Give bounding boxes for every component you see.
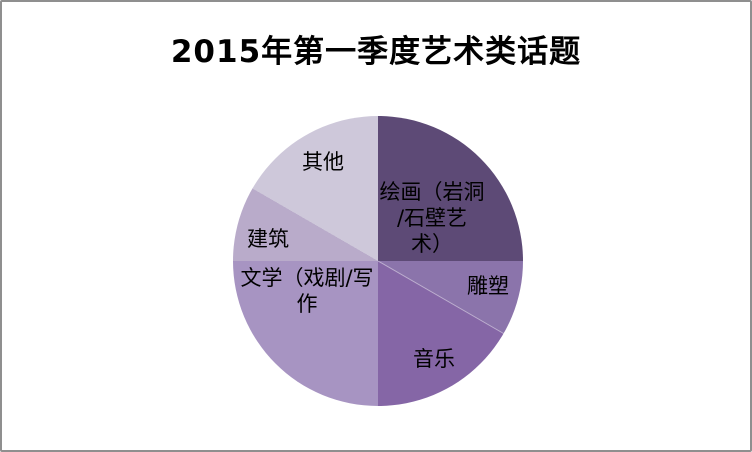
chart-title: 2015年第一季度艺术类话题 bbox=[170, 34, 582, 70]
pie-circle bbox=[233, 116, 523, 406]
